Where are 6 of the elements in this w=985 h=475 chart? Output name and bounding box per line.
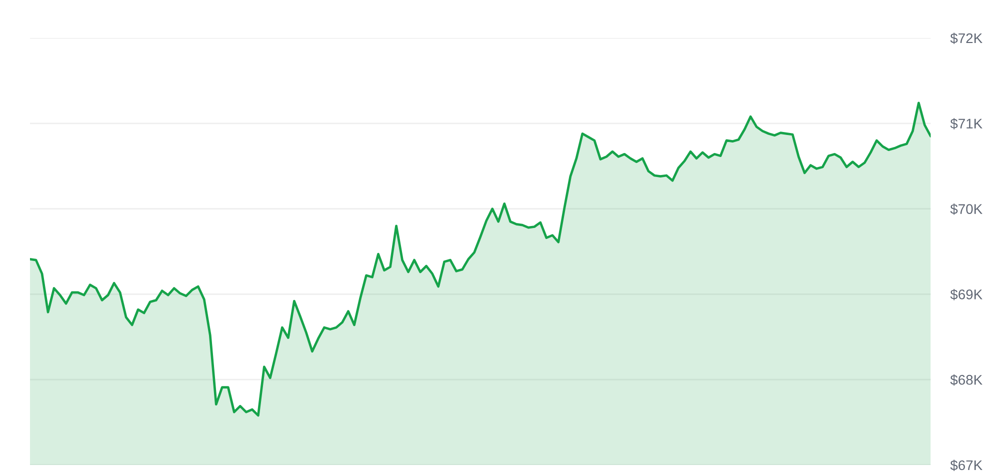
- y-tick-label: $70K: [950, 204, 982, 215]
- y-tick-label: $69K: [950, 288, 982, 300]
- y-tick-label: $72K: [950, 32, 982, 44]
- y-tick-label: $71K: [950, 118, 982, 130]
- y-tick-label: $68K: [950, 374, 982, 386]
- y-tick-label: $67K: [950, 460, 982, 471]
